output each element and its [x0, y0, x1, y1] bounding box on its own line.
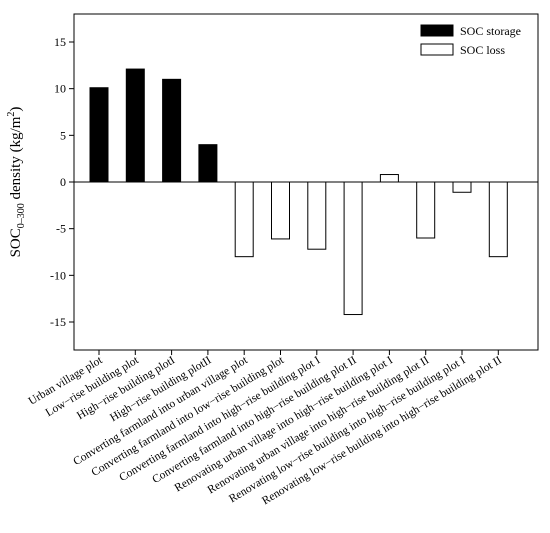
legend-label-storage: SOC storage	[460, 24, 521, 38]
bar-soc-loss	[271, 181, 290, 240]
bar-soc-loss	[452, 181, 472, 193]
bar-soc-loss	[234, 181, 254, 258]
y-tick-label: -5	[56, 222, 66, 236]
y-tick-label: -10	[50, 268, 66, 282]
legend-swatch-storage	[420, 24, 454, 37]
bar-soc-storage	[89, 87, 109, 183]
legend: SOC storage SOC loss	[420, 24, 521, 57]
y-tick-label: 5	[60, 128, 66, 142]
bar-soc-storage	[125, 68, 145, 183]
y-tick-label: -15	[50, 315, 66, 329]
y-tick-label: 10	[54, 82, 66, 96]
y-axis: 15 10 5 0 -5 -10 -15	[50, 35, 74, 329]
y-axis-label: SOC0–300 density (kg/m2)	[6, 107, 27, 258]
bars-group	[89, 68, 508, 316]
bar-soc-loss	[488, 181, 508, 258]
legend-label-loss: SOC loss	[460, 43, 505, 57]
y-tick-label: 15	[54, 35, 66, 49]
bar-soc-storage	[198, 144, 218, 183]
legend-swatch-loss	[420, 43, 454, 56]
bar-soc-loss	[379, 174, 399, 183]
y-tick-label: 0	[60, 175, 66, 189]
bar-soc-loss	[416, 181, 436, 239]
bar-soc-storage	[162, 78, 182, 183]
bar-soc-loss	[343, 181, 363, 316]
bar-soc-loss	[307, 181, 327, 250]
